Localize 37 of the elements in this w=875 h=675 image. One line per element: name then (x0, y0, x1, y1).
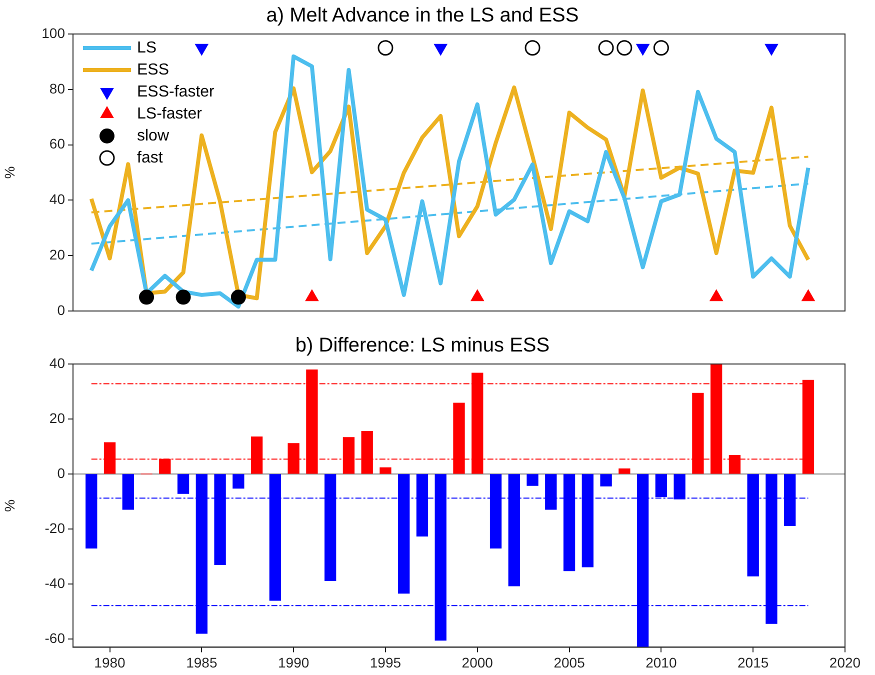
y-tick-label: 80 (49, 80, 66, 96)
x-tick-label: 2005 (554, 654, 586, 670)
y-tick-label: -60 (44, 630, 66, 646)
legend-label: LS (137, 39, 157, 56)
x-tick-label: 2015 (738, 654, 769, 670)
x-tick-label: 1980 (94, 654, 126, 670)
bar (232, 474, 244, 489)
y-tick-label: -20 (44, 520, 66, 536)
y-tick-label: -40 (44, 574, 66, 591)
x-tick-label: 1990 (278, 654, 310, 670)
bar (177, 474, 190, 494)
x-tick-label: 2000 (462, 654, 494, 670)
x-tick-label: 2020 (829, 654, 861, 670)
bar (600, 474, 612, 486)
y-tick-label: 20 (49, 410, 66, 426)
x-tick-label: 1985 (186, 654, 218, 670)
chart-title: b) Difference: LS minus ESS (295, 334, 550, 357)
bar (618, 468, 630, 474)
legend-label: slow (137, 127, 170, 144)
legend-label: LS-faster (137, 105, 203, 122)
y-axis-title: % (1, 499, 18, 512)
y-tick-label: 40 (49, 354, 66, 371)
chart-title: a) Melt Advance in the LS and ESS (266, 4, 579, 27)
bar (526, 474, 538, 486)
x-tick-label: 1995 (370, 654, 402, 670)
y-tick-label: 20 (49, 246, 66, 262)
legend-label: ESS (137, 61, 170, 78)
y-axis-title: % (1, 166, 18, 179)
y-tick-label: 60 (49, 136, 66, 152)
y-tick-label: 0 (57, 302, 66, 318)
legend-label: ESS-faster (137, 83, 216, 100)
y-tick-label: 0 (57, 464, 66, 481)
y-tick-label: 100 (42, 24, 66, 41)
bar (380, 467, 392, 474)
legend-label: fast (137, 149, 164, 166)
x-tick-label: 2010 (646, 654, 677, 670)
y-tick-label: 40 (49, 191, 66, 208)
